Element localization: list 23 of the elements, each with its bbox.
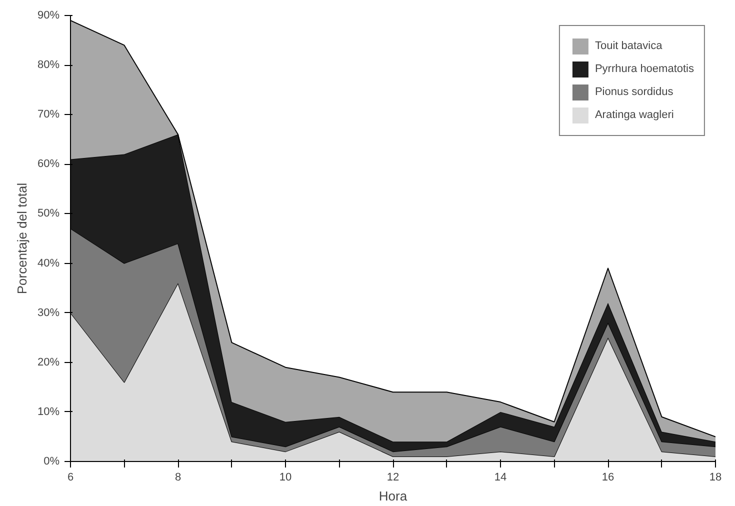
x-tick-label: 16	[602, 472, 614, 484]
x-tick-label: 8	[174, 472, 182, 484]
y-tick-label: 30%	[37, 306, 60, 319]
y-tick-label: 20%	[37, 356, 60, 368]
y-tick-label: 70%	[37, 108, 60, 121]
y-tick-label: 10%	[37, 406, 60, 418]
legend-label: Aratinga wagleri	[594, 109, 674, 121]
x-tick-label: 12	[386, 472, 400, 484]
legend-label: Pyrrhura hoematotis	[594, 63, 694, 75]
y-tick-label: 80%	[37, 59, 60, 72]
x-tick-label: 10	[279, 472, 292, 484]
x-tick-label: 14	[494, 472, 507, 484]
legend-label: Pionus sordidus	[594, 86, 674, 98]
x-axis-title: Hora	[378, 488, 408, 504]
legend-label: Touit batavica	[594, 40, 662, 52]
y-tick-label: 50%	[37, 208, 60, 220]
y-tick-label: 0%	[44, 456, 60, 468]
y-axis-title: Porcentaje del total	[14, 182, 30, 294]
x-tick-label: 18	[709, 472, 722, 484]
y-tick-label: 90%	[37, 10, 60, 22]
x-tick-label: 6	[67, 472, 74, 484]
y-tick-label: 40%	[37, 257, 60, 270]
y-tick-label: 60%	[37, 158, 60, 170]
